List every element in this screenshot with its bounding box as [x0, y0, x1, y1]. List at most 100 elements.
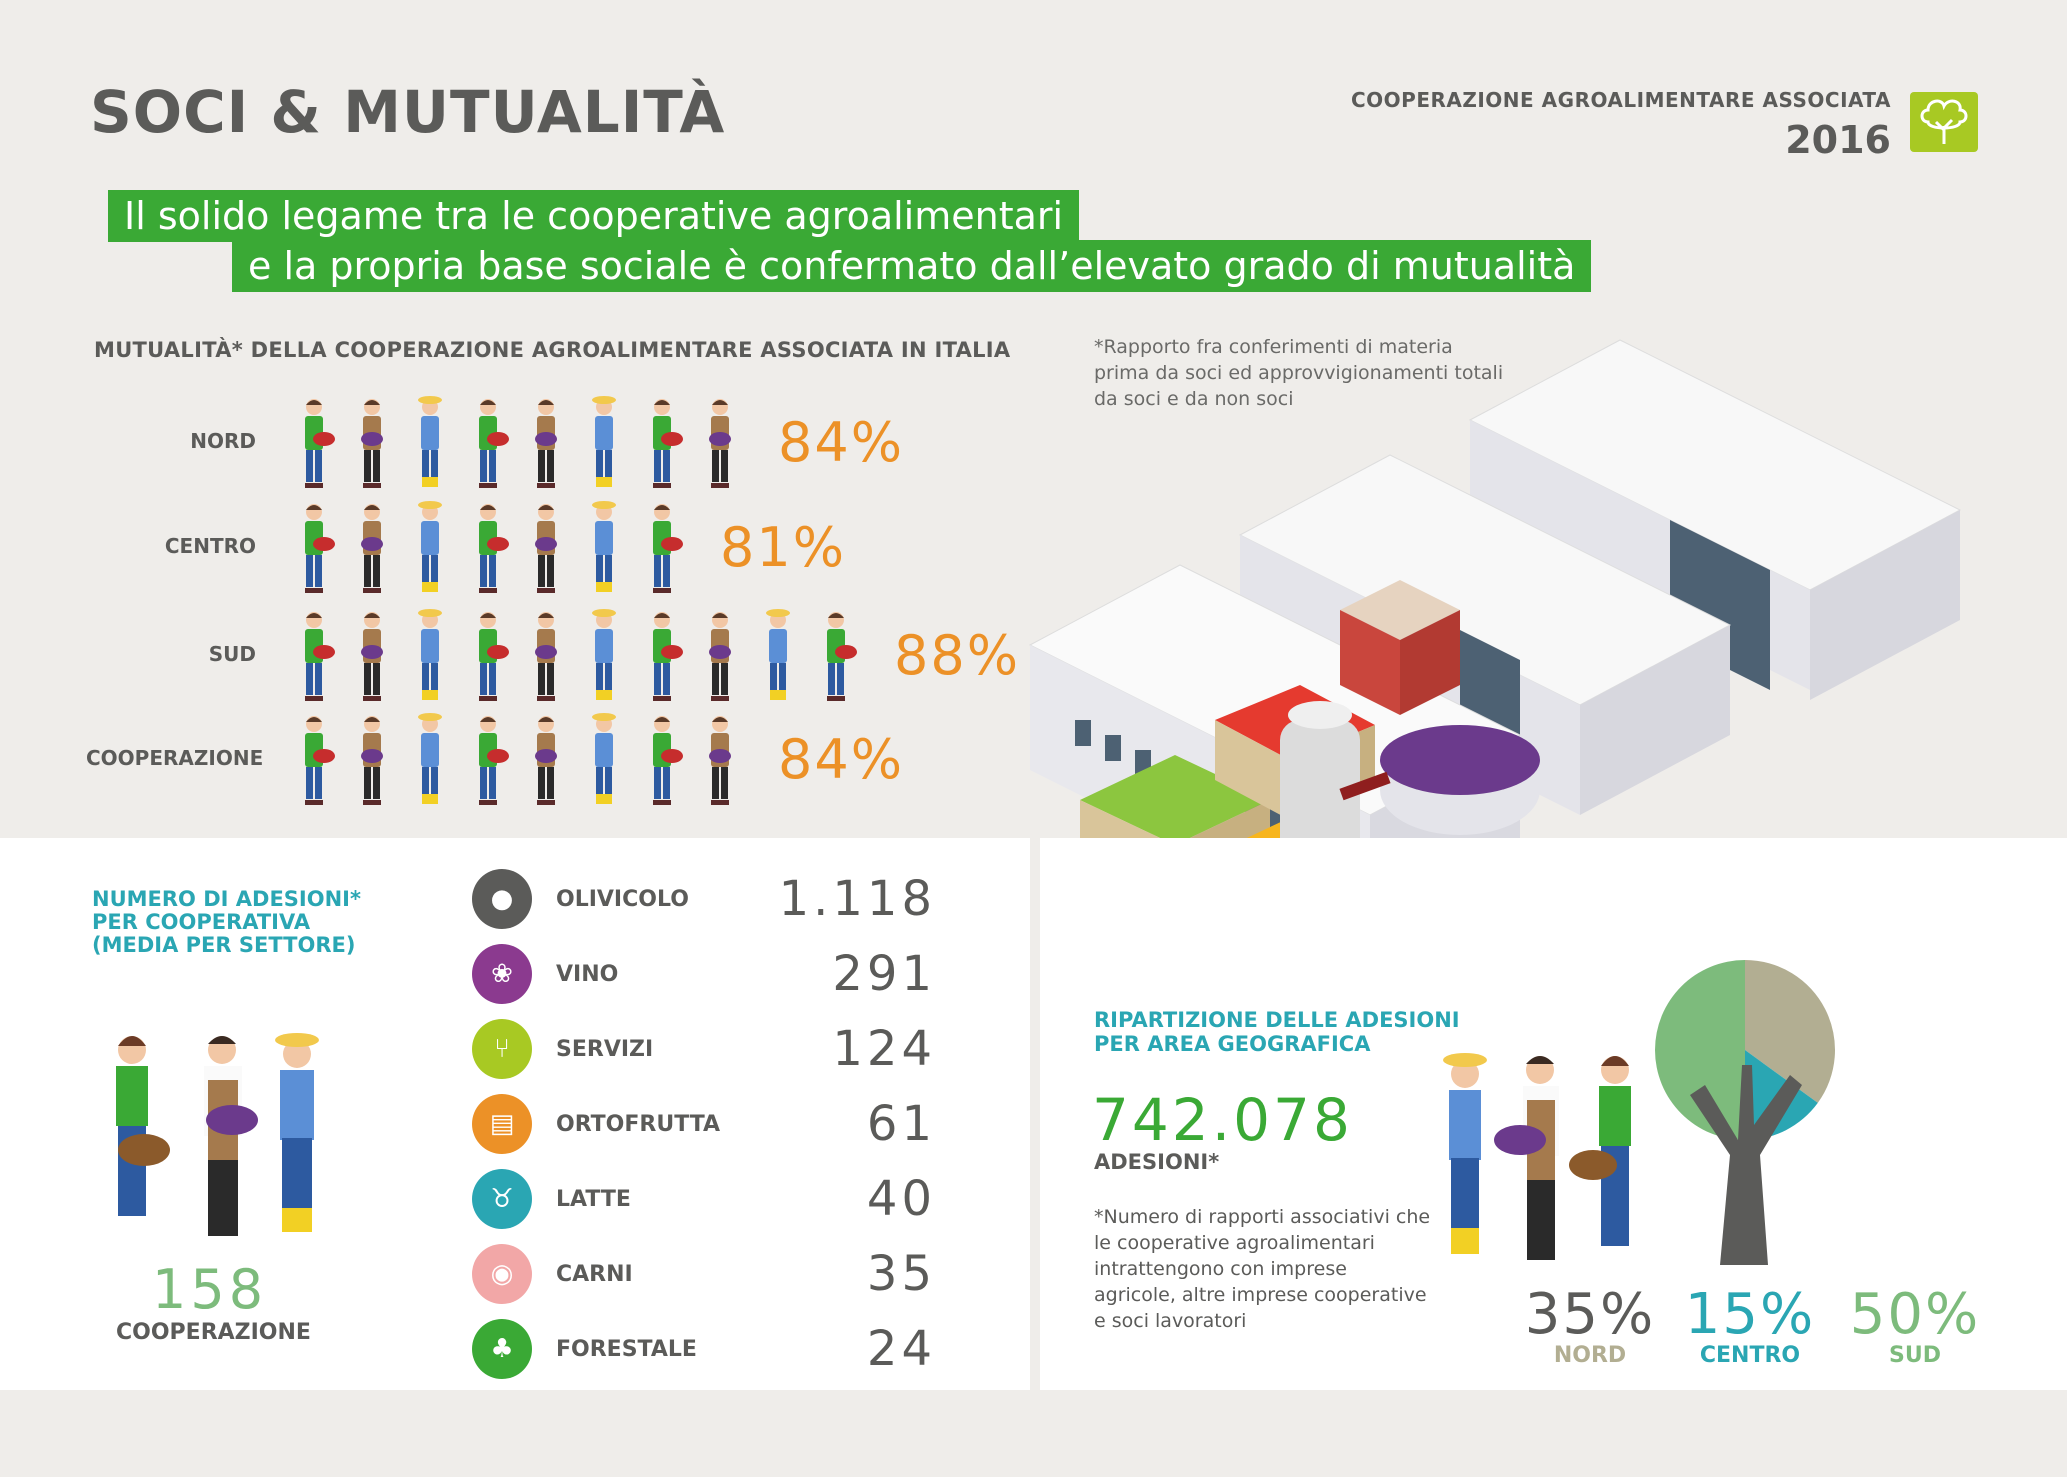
farmer-icon — [580, 608, 628, 704]
area-name: SUD — [1889, 1343, 1941, 1368]
farmer-icon — [464, 608, 512, 704]
farmer-icon — [638, 608, 686, 704]
sector-row: ⑂ SERVIZI 124 — [472, 1018, 972, 1080]
farmer-icon — [290, 395, 338, 491]
farmer-icon — [406, 395, 454, 491]
sector-row: ▤ ORTOFRUTTA 61 — [472, 1093, 972, 1155]
adesioni-grand-total: 742.078 — [1092, 1086, 1353, 1154]
sector-row: ♣ FORESTALE 24 — [472, 1318, 972, 1380]
area-pie-tree-chart — [1655, 960, 1835, 1265]
farmer-icon — [348, 395, 396, 491]
pie-slice-nord — [1745, 960, 1835, 1103]
mutualita-row-label: SUD — [208, 642, 256, 666]
farmer-icon — [812, 608, 860, 704]
mutualita-people-row — [290, 395, 744, 491]
sector-name: SERVIZI — [556, 1036, 654, 1062]
headline-line-1: Il solido legame tra le cooperative agro… — [108, 190, 1080, 242]
sector-name: FORESTALE — [556, 1336, 697, 1362]
cooperative-buildings-illustration — [1028, 339, 1962, 950]
mutualita-people-row — [290, 712, 744, 808]
mutualita-footnote: *Rapporto fra conferimenti di materia pr… — [1094, 336, 1504, 410]
milk-can-icon — [1280, 701, 1360, 860]
adesioni-total: 158 — [152, 1258, 268, 1321]
farmer-icon — [638, 500, 686, 596]
sector-value: 35 — [866, 1246, 936, 1302]
farmer-icon — [696, 712, 744, 808]
mutualita-percentage: 84% — [778, 728, 905, 791]
mutualita-title: MUTUALITÀ* DELLA COOPERAZIONE AGROALIMEN… — [94, 338, 1011, 362]
sector-name: OLIVICOLO — [556, 886, 689, 912]
adesioni-title: NUMERO DI ADESIONI* PER COOPERATIVA (MED… — [92, 888, 361, 957]
sector-name: VINO — [556, 961, 619, 987]
farmer-icon — [522, 500, 570, 596]
farmer-icon — [348, 500, 396, 596]
sector-row: ♉ LATTE 40 — [472, 1168, 972, 1230]
ripartizione-title-line-2: PER AREA GEOGRAFICA — [1094, 1032, 1371, 1056]
farmer-icon — [464, 395, 512, 491]
farmer-icon — [464, 500, 512, 596]
farmer-icon — [580, 395, 628, 491]
tree-logo-icon — [1910, 92, 1978, 152]
pie-slice-sud — [1655, 960, 1745, 1140]
area-name: NORD — [1553, 1343, 1627, 1368]
adesioni-footnote: *Numero di rapporti associativi che le c… — [1094, 1206, 1431, 1332]
area-percentage: 50% — [1849, 1282, 1981, 1347]
olive-icon: ● — [472, 869, 532, 929]
farmer-icon — [348, 712, 396, 808]
mutualita-row-label: NORD — [190, 429, 256, 453]
farmer-icon — [348, 608, 396, 704]
area-sud: 50% SUD — [1845, 1282, 1985, 1368]
farmer-icon — [522, 608, 570, 704]
headline-line-2: e la propria base sociale è confermato d… — [232, 240, 1592, 292]
adesioni-grand-total-label: ADESIONI* — [1094, 1150, 1220, 1174]
farmer-icon — [580, 500, 628, 596]
farmer-icon — [638, 712, 686, 808]
adesioni-title-line-1: NUMERO DI ADESIONI* — [92, 887, 361, 911]
farmer-icon — [290, 608, 338, 704]
farmer-icon — [696, 608, 744, 704]
farmers-group-right-illustration — [1443, 1053, 1631, 1260]
farmer-icon — [754, 608, 802, 704]
farmer-icon — [522, 712, 570, 808]
ripartizione-title: RIPARTIZIONE DELLE ADESIONI PER AREA GEO… — [1094, 1008, 1460, 1056]
sector-row: ❀ VINO 291 — [472, 943, 972, 1005]
mutualita-row-label: COOPERAZIONE — [86, 746, 264, 770]
brand-block: COOPERAZIONE AGROALIMENTARE ASSOCIATA 20… — [1351, 88, 1891, 162]
farmer-icon — [464, 712, 512, 808]
farmers-group-illustration — [116, 1033, 319, 1236]
sector-value: 24 — [866, 1321, 936, 1377]
farmer-icon — [290, 500, 338, 596]
meat-icon: ◉ — [472, 1244, 532, 1304]
sector-name: CARNI — [556, 1261, 633, 1287]
grape-icon: ❀ — [472, 944, 532, 1004]
farmer-icon — [696, 395, 744, 491]
cutlery-icon: ⑂ — [472, 1019, 532, 1079]
area-nord: 35% NORD — [1520, 1282, 1660, 1368]
mutualita-percentage: 81% — [720, 516, 847, 579]
sector-value: 291 — [832, 946, 936, 1002]
farmer-icon — [580, 712, 628, 808]
tree-trunk-icon — [1690, 1065, 1802, 1265]
sector-value: 124 — [832, 1021, 936, 1077]
sector-value: 61 — [866, 1096, 936, 1152]
org-name: COOPERAZIONE AGROALIMENTARE ASSOCIATA — [1350, 88, 1891, 112]
grape-bowl-icon — [1339, 725, 1540, 835]
adesioni-title-line-2: PER COOPERATIVA — [92, 910, 311, 934]
adesioni-title-line-3: (MEDIA PER SETTORE) — [92, 933, 356, 957]
egg-trays-icon — [1340, 580, 1460, 715]
tree-icon: ♣ — [472, 1319, 532, 1379]
sector-value: 1.118 — [778, 871, 936, 927]
cow-icon: ♉ — [472, 1169, 532, 1229]
sector-row: ● OLIVICOLO 1.118 — [472, 868, 972, 930]
farmer-icon — [406, 608, 454, 704]
mutualita-people-row — [290, 608, 860, 704]
report-year: 2016 — [1785, 118, 1891, 162]
mutualita-people-row — [290, 500, 686, 596]
farmer-icon — [290, 712, 338, 808]
farmer-icon — [638, 395, 686, 491]
crate-icon: ▤ — [472, 1094, 532, 1154]
sector-row: ◉ CARNI 35 — [472, 1243, 972, 1305]
farmer-icon — [522, 395, 570, 491]
farmer-icon — [406, 500, 454, 596]
area-name: CENTRO — [1699, 1343, 1801, 1368]
